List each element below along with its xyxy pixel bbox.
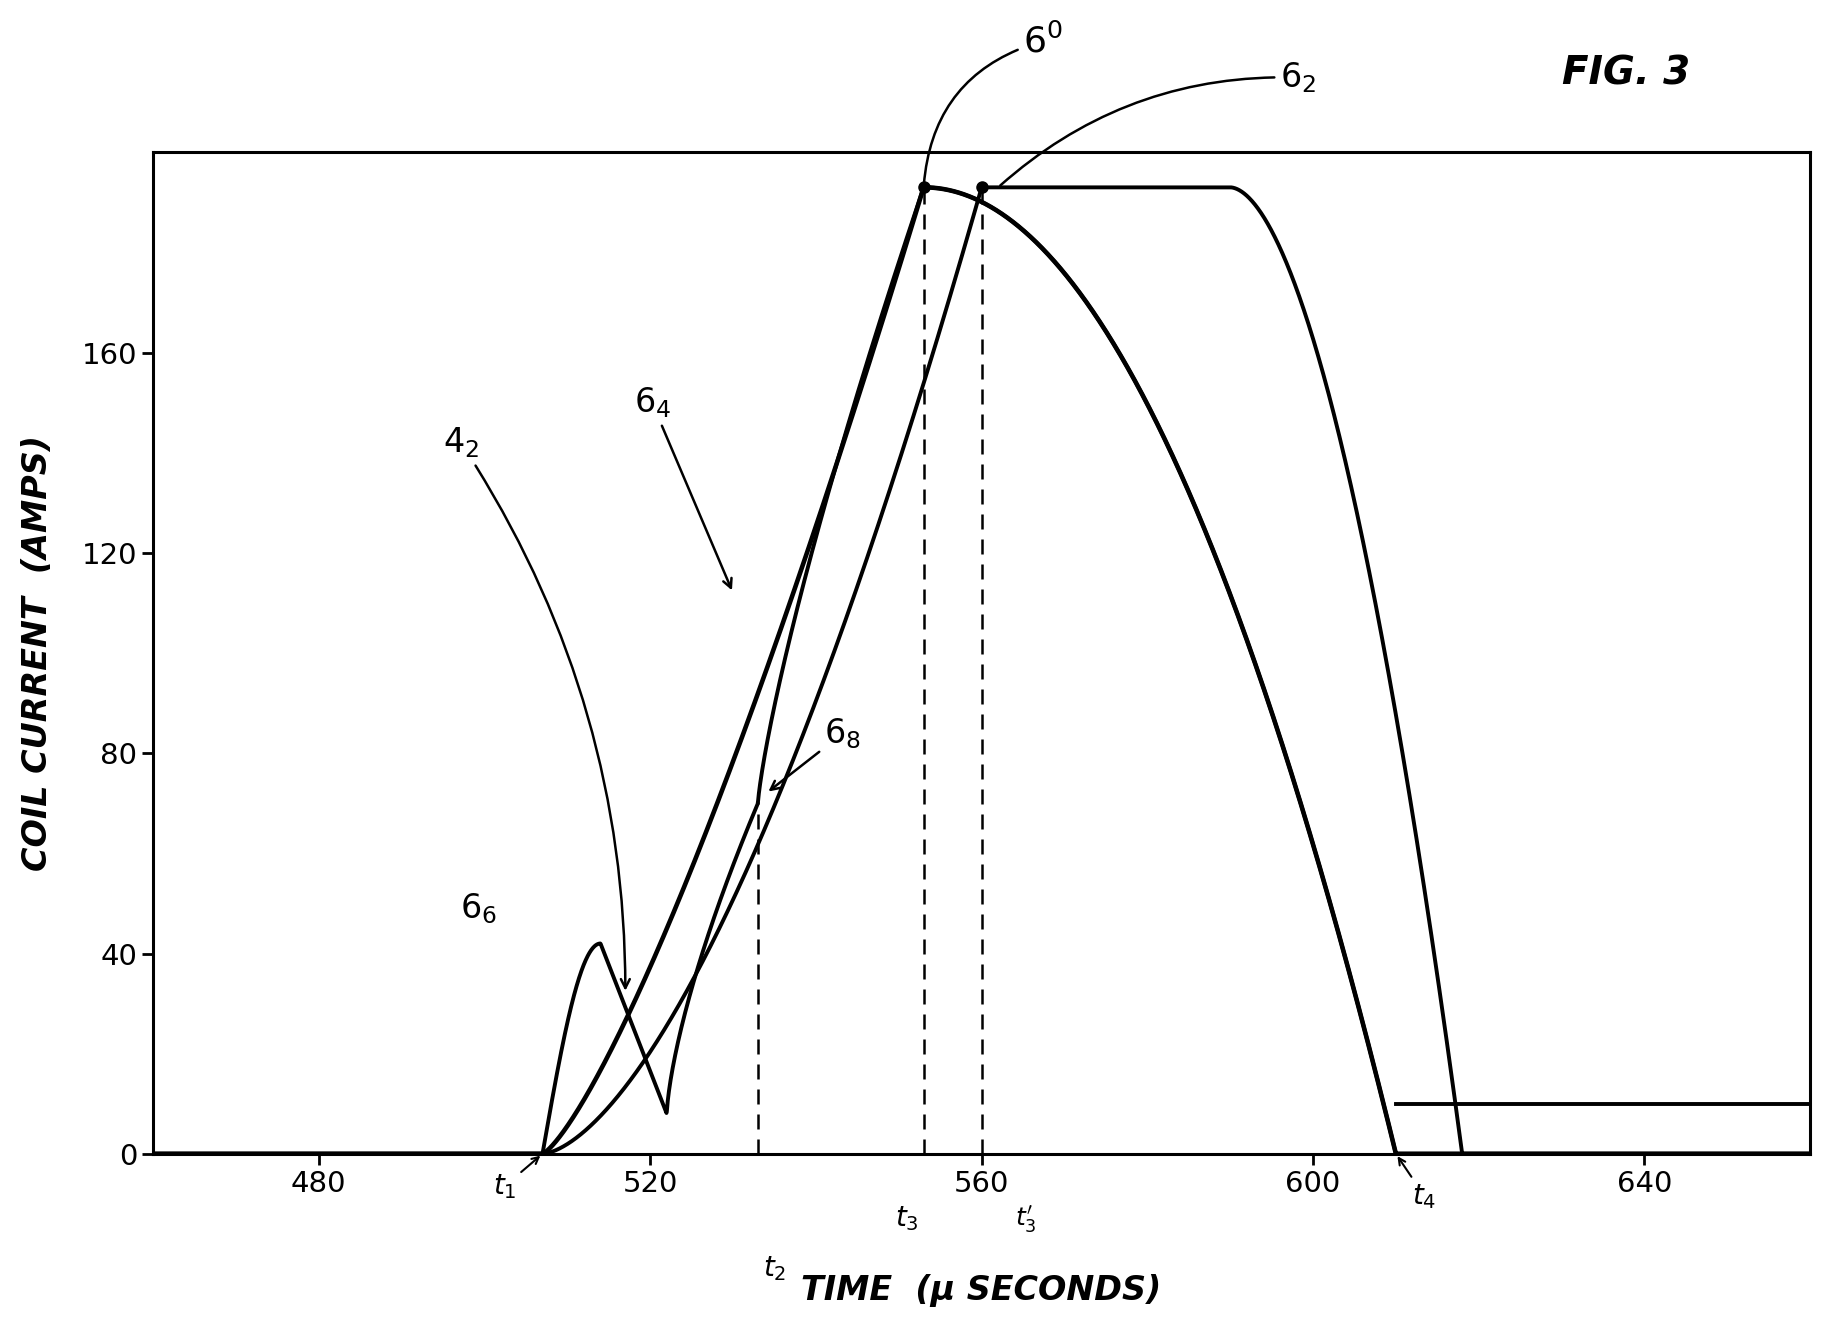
Text: $t_4$: $t_4$ (1398, 1158, 1437, 1211)
Y-axis label: COIL CURRENT  (AMPS): COIL CURRENT (AMPS) (20, 436, 53, 871)
Text: $t_3'$: $t_3'$ (1014, 1204, 1036, 1235)
Text: $4_2$: $4_2$ (443, 426, 630, 988)
Text: $6_6$: $6_6$ (459, 891, 496, 926)
X-axis label: TIME  (μ SECONDS): TIME (μ SECONDS) (802, 1274, 1160, 1307)
Text: $6^0$: $6^0$ (924, 23, 1061, 185)
Text: FIG. 3: FIG. 3 (1561, 54, 1689, 92)
Text: $6_2$: $6_2$ (999, 60, 1316, 186)
Text: $t_2$: $t_2$ (763, 1254, 785, 1283)
Text: $6_8$: $6_8$ (770, 716, 860, 790)
Text: $t_1$: $t_1$ (492, 1157, 538, 1201)
Text: $t_3$: $t_3$ (895, 1204, 919, 1232)
Text: $6_4$: $6_4$ (633, 385, 732, 588)
